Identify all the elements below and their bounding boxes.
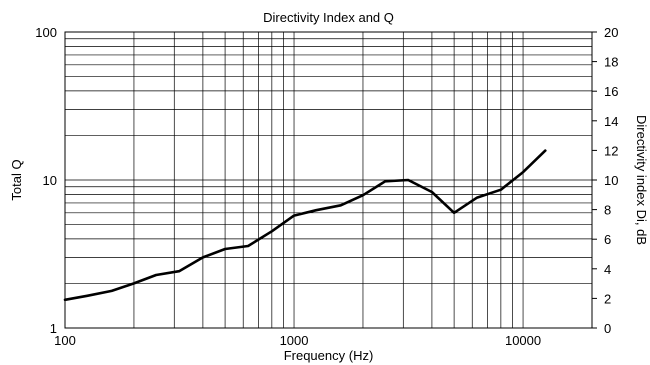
y-tick-label: 100 <box>35 25 57 40</box>
y2-tick-label: 0 <box>604 321 611 336</box>
y-tick-label: 1 <box>50 321 57 336</box>
x-axis-ticks: 100 1000 10000 <box>54 333 541 348</box>
x-axis-label: Frequency (Hz) <box>284 348 374 363</box>
y2-axis-label: Directivity index Di, dB <box>634 115 649 245</box>
y2-tick-label: 4 <box>604 262 611 277</box>
y2-tick-label: 12 <box>604 143 618 158</box>
y2-tick-label: 18 <box>604 55 618 70</box>
series-line <box>63 149 547 302</box>
series <box>63 149 547 302</box>
y2-tick-label: 14 <box>604 114 618 129</box>
y2-tick-label: 20 <box>604 25 618 40</box>
y2-tick-label: 2 <box>604 291 611 306</box>
y-tick-label: 10 <box>43 173 57 188</box>
y-axis-label: Total Q <box>9 159 24 200</box>
y2-tick-label: 8 <box>604 203 611 218</box>
y2-axis-ticks: 0 2 4 6 8 10 12 14 16 18 20 <box>592 25 618 336</box>
x-tick-label: 1000 <box>280 333 309 348</box>
y2-tick-label: 10 <box>604 173 618 188</box>
x-tick-label: 10000 <box>505 333 541 348</box>
chart-title: Directivity Index and Q <box>263 10 394 25</box>
y-axis-ticks: 1 10 100 <box>35 25 57 336</box>
y2-tick-label: 6 <box>604 232 611 247</box>
y2-tick-label: 16 <box>604 84 618 99</box>
x-tick-label: 100 <box>54 333 76 348</box>
